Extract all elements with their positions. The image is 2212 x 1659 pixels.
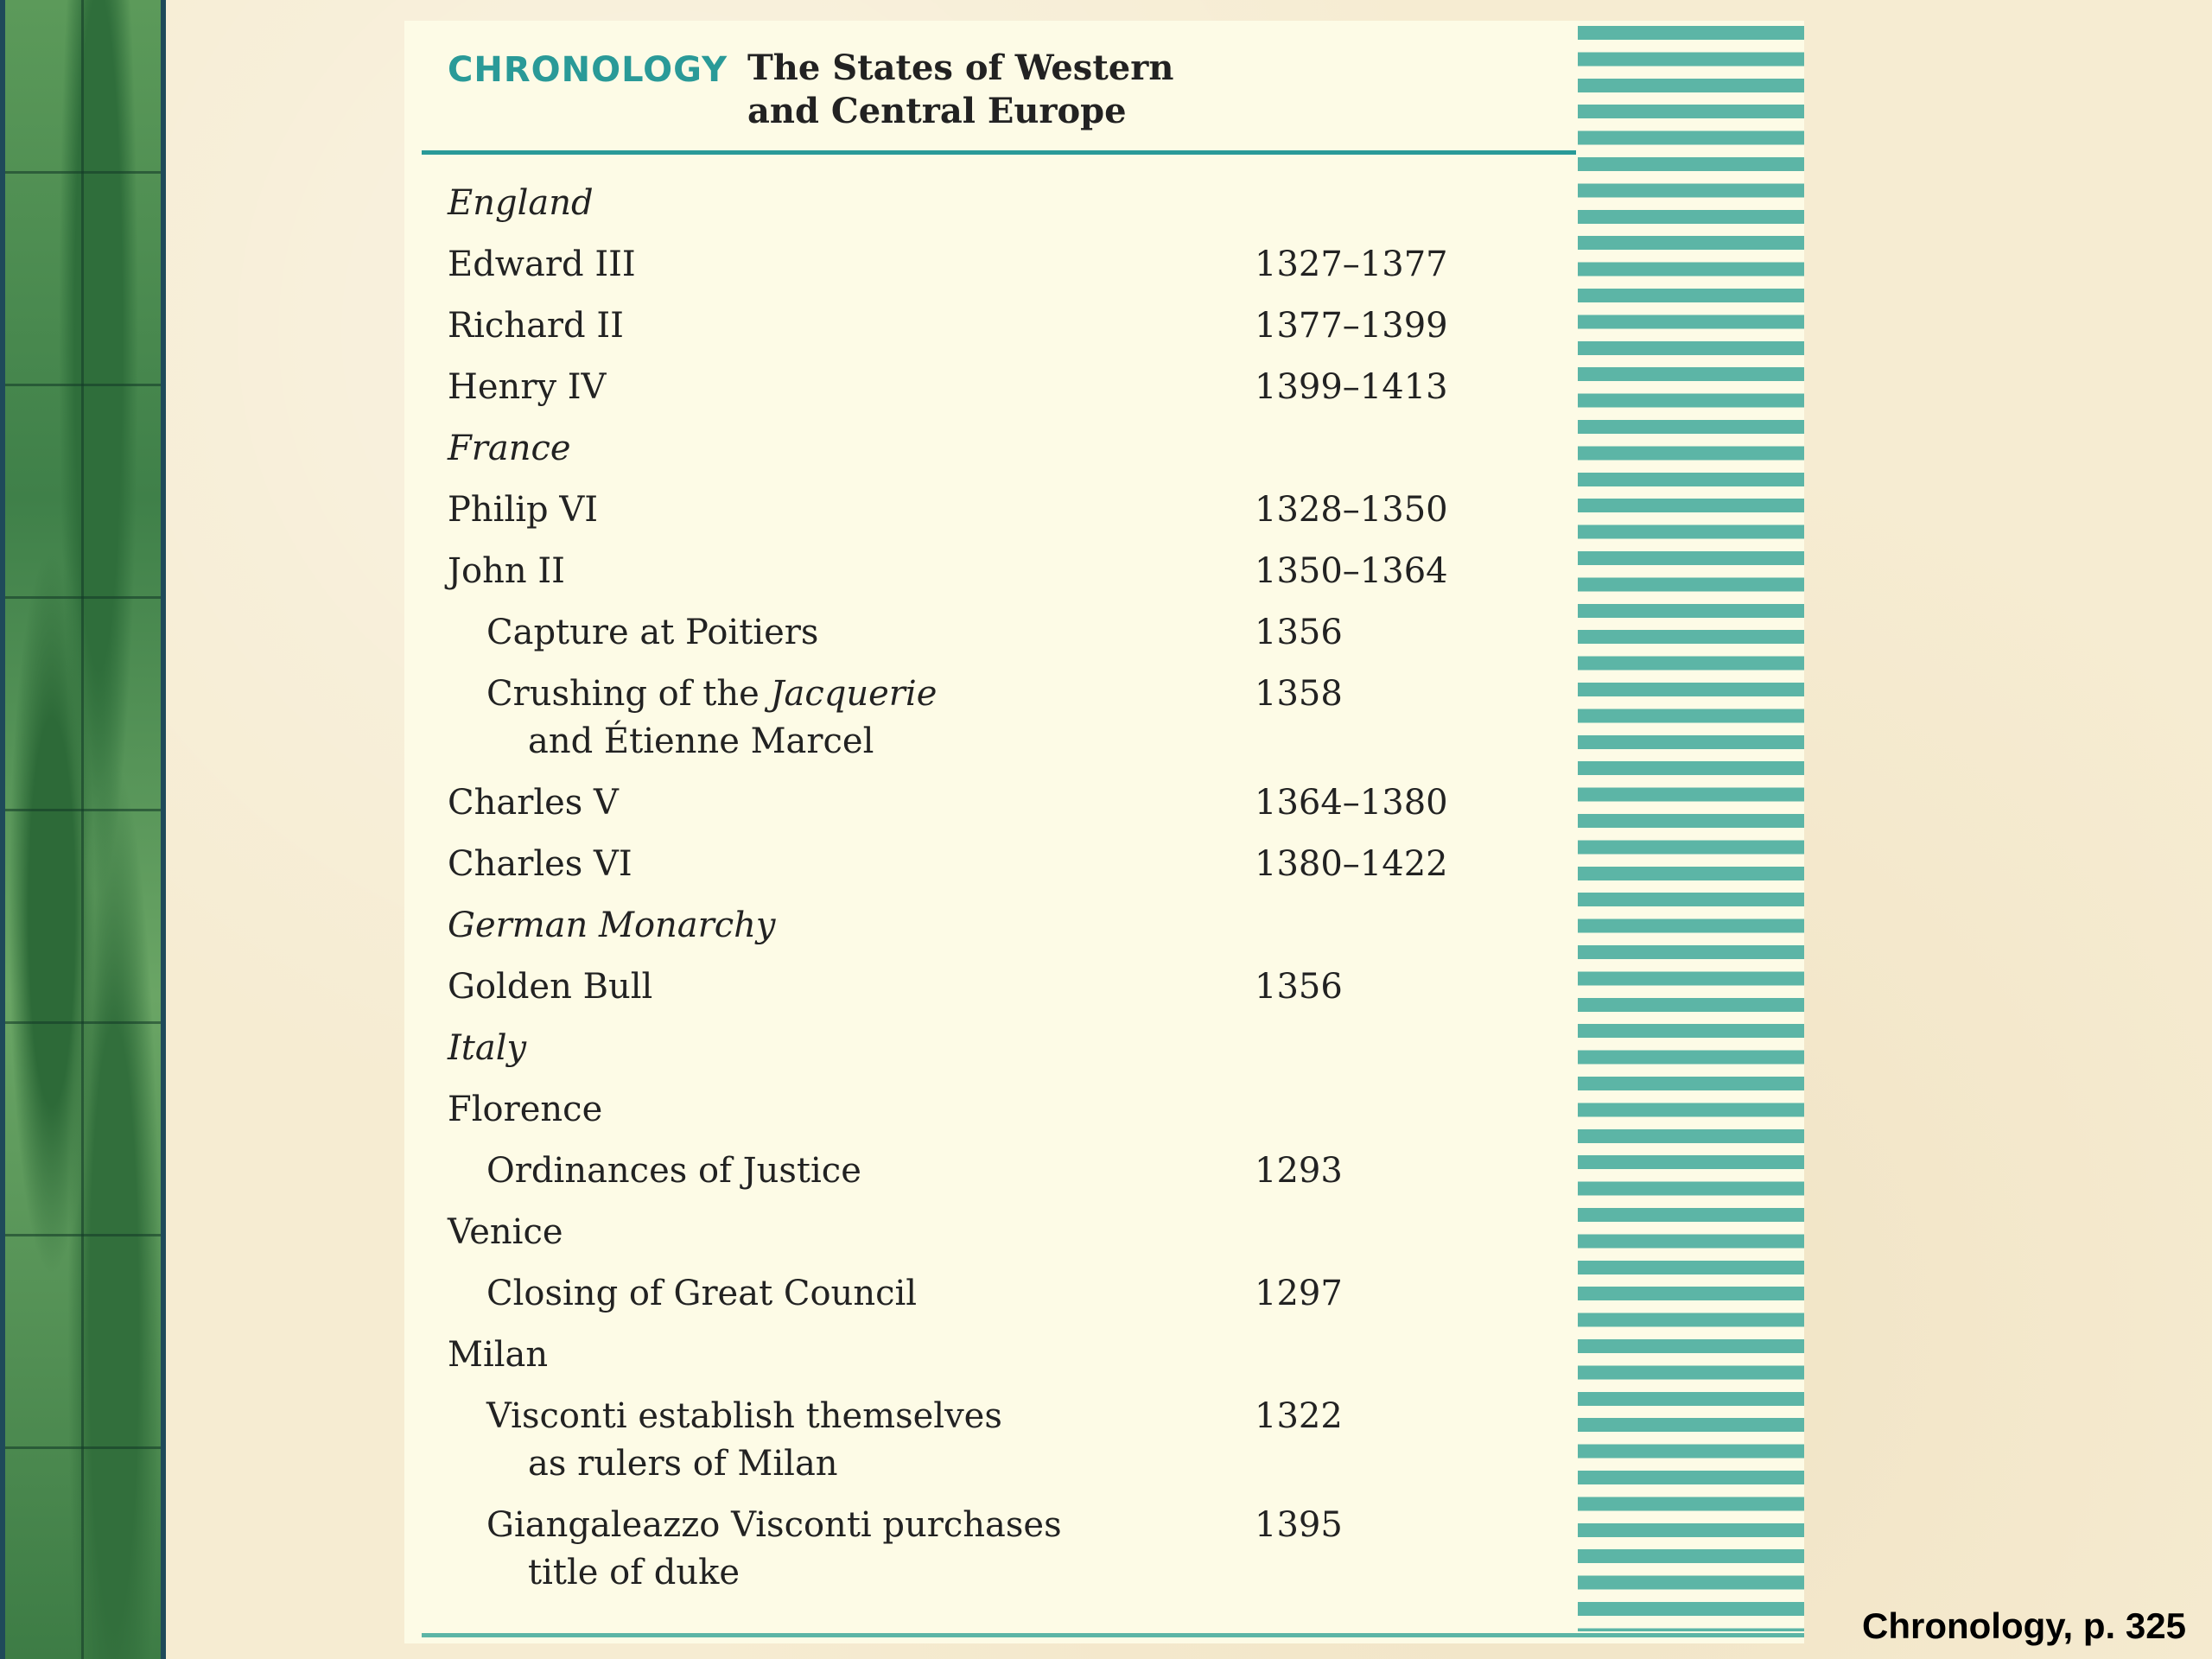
header-rule [422, 150, 1576, 155]
entry: Richard II 1377–1399 [448, 302, 1571, 364]
entry: Capture at Poitiers 1356 [448, 609, 1571, 671]
entry-text: Visconti establish themselves [486, 1396, 1002, 1436]
entry-date: 1377–1399 [1255, 306, 1448, 346]
entry: Crushing of the Jacquerie and Étienne Mar… [448, 671, 1571, 779]
caption: Chronology, p. 325 [1862, 1605, 2186, 1646]
entry-date: 1293 [1255, 1151, 1343, 1191]
text-segment: Crushing of the [486, 674, 771, 714]
entry-text: Philip VI [448, 490, 599, 530]
entry-text: Capture at Poitiers [486, 613, 819, 652]
entry: Philip VI 1328–1350 [448, 486, 1571, 548]
entry: Milan [448, 1332, 1571, 1393]
entry-date: 1297 [1255, 1274, 1343, 1313]
entry-text: Crushing of the Jacquerie [448, 671, 1571, 718]
entry-text: Charles V [448, 783, 619, 823]
entry-text: France [448, 429, 571, 468]
entry: Ordinances of Justice 1293 [448, 1147, 1571, 1209]
section-heading: German Monarchy [448, 902, 1571, 963]
entry-date: 1328–1350 [1255, 490, 1448, 530]
section-heading: Italy [448, 1025, 1571, 1086]
entry: Edward III 1327–1377 [448, 241, 1571, 302]
entry: Charles V 1364–1380 [448, 779, 1571, 841]
entry-date: 1395 [1255, 1505, 1343, 1545]
entry-date: 1364–1380 [1255, 783, 1448, 823]
entry-text: Milan [448, 1335, 549, 1375]
entry-text: England [448, 183, 594, 223]
italic-segment: Jacquerie [770, 674, 938, 714]
entry-text: and Étienne Marcel [528, 721, 874, 761]
entry-text: Golden Bull [448, 967, 653, 1007]
section-heading: France [448, 425, 1571, 486]
decorative-strip [0, 0, 166, 1659]
entry-text: Edward III [448, 245, 636, 284]
title: The States of Western and Central Europe [747, 48, 1174, 131]
entry: Closing of Great Council 1297 [448, 1270, 1571, 1332]
entry: Henry IV 1399–1413 [448, 364, 1571, 425]
entry-text: Henry IV [448, 367, 607, 407]
entry-text: Florence [448, 1090, 603, 1129]
entry: Visconti establish themselves as rulers o… [448, 1393, 1571, 1502]
entry-text: Venice [448, 1212, 563, 1252]
entry: Giangaleazzo Visconti purchases title of … [448, 1502, 1571, 1611]
chronology-panel: CHRONOLOGY The States of Western and Cen… [404, 21, 1804, 1643]
entry: Charles VI 1380–1422 [448, 841, 1571, 902]
footer-rule [422, 1633, 1804, 1637]
entry: Golden Bull 1356 [448, 963, 1571, 1025]
entry-text: Richard II [448, 306, 624, 346]
entry-text: Ordinances of Justice [486, 1151, 861, 1191]
entry-text: John II [448, 551, 565, 591]
entry: Florence [448, 1086, 1571, 1147]
entry-text: Charles VI [448, 844, 632, 884]
entry-date: 1327–1377 [1255, 245, 1448, 284]
entry-date: 1380–1422 [1255, 844, 1448, 884]
entry: Venice [448, 1209, 1571, 1270]
entry-date: 1350–1364 [1255, 551, 1448, 591]
entry: John II 1350–1364 [448, 548, 1571, 609]
kicker: CHRONOLOGY [448, 50, 728, 90]
entry-date: 1356 [1255, 967, 1343, 1007]
chronology-rows: England Edward III 1327–1377 Richard II 1377… [448, 180, 1571, 1611]
entry-date: 1358 [1255, 674, 1343, 714]
entry-text: German Monarchy [448, 906, 776, 945]
entry-date: 1322 [1255, 1396, 1343, 1436]
stripe-column [1578, 26, 1804, 1631]
entry-date: 1399–1413 [1255, 367, 1448, 407]
entry-text: Closing of Great Council [486, 1274, 918, 1313]
entry-text: Giangaleazzo Visconti purchases [486, 1505, 1062, 1545]
entry-text: title of duke [528, 1553, 740, 1592]
section-heading: England [448, 180, 1571, 241]
entry-date: 1356 [1255, 613, 1343, 652]
entry-text: Italy [448, 1028, 527, 1068]
entry-text: as rulers of Milan [528, 1444, 838, 1484]
